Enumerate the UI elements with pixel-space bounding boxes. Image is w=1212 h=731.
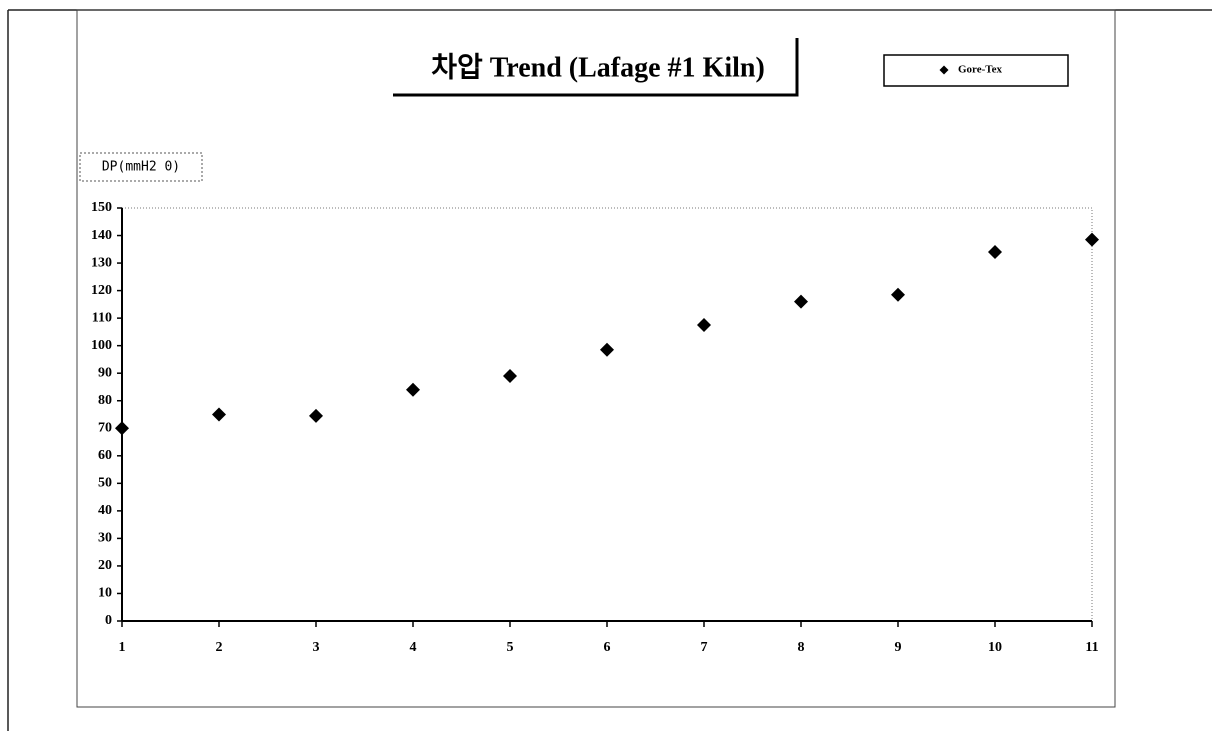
x-tick-label: 10 xyxy=(988,640,1002,655)
y-tick-label: 100 xyxy=(91,338,112,353)
point xyxy=(600,342,614,357)
y-tick-label: 0 xyxy=(105,613,112,628)
y-axis-label: DP(mmH2 0) xyxy=(102,160,180,175)
y-tick-label: 60 xyxy=(98,448,112,463)
x-tick-label: 2 xyxy=(216,640,223,655)
point xyxy=(988,245,1002,260)
y-tick-label: 10 xyxy=(98,586,112,601)
chart-title: 차압 Trend (Lafage #1 Kiln) xyxy=(431,51,765,83)
x-tick-label: 11 xyxy=(1085,640,1098,655)
x-tick-label: 3 xyxy=(313,640,320,655)
y-tick-label: 50 xyxy=(98,476,112,491)
title-shadow xyxy=(393,38,799,97)
legend-marker xyxy=(939,65,949,75)
point xyxy=(212,407,226,422)
y-tick-label: 110 xyxy=(92,310,112,325)
x-tick-label: 5 xyxy=(507,640,514,655)
chart-frame xyxy=(76,9,1116,708)
x-tick-label: 6 xyxy=(604,640,611,655)
point xyxy=(697,318,711,333)
x-tick-label: 7 xyxy=(701,640,708,655)
legend-box xyxy=(883,54,1069,87)
x-tick-label: 8 xyxy=(798,640,805,655)
point xyxy=(891,287,905,302)
y-tick-label: 70 xyxy=(98,420,112,435)
y-tick-label: 40 xyxy=(98,503,112,518)
y-tick-label: 30 xyxy=(98,531,112,546)
y-tick-label: 150 xyxy=(91,200,112,215)
point xyxy=(309,408,323,423)
y-tick-label: 130 xyxy=(91,255,112,270)
point xyxy=(115,421,129,436)
point xyxy=(406,382,420,397)
x-tick-label: 1 xyxy=(119,640,126,655)
y-tick-label: 140 xyxy=(91,228,112,243)
x-tick-label: 4 xyxy=(410,640,417,655)
point xyxy=(794,294,808,309)
y-tick-label: 20 xyxy=(98,558,112,573)
y-tick-label: 120 xyxy=(91,283,112,298)
point xyxy=(503,368,517,383)
plot-area xyxy=(121,207,1093,622)
y-label-box xyxy=(79,152,203,182)
x-tick-label: 9 xyxy=(895,640,902,655)
legend-label: Gore-Tex xyxy=(958,64,1002,76)
point xyxy=(1085,232,1099,247)
y-tick-label: 90 xyxy=(98,365,112,380)
y-tick-label: 80 xyxy=(98,393,112,408)
